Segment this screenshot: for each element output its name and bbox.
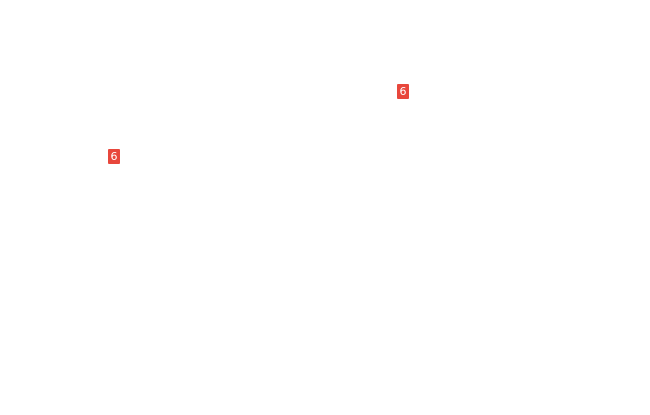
som-mark-badge[interactable]: 6 [397, 84, 409, 99]
som-mark-badge[interactable]: 6 [108, 149, 120, 164]
